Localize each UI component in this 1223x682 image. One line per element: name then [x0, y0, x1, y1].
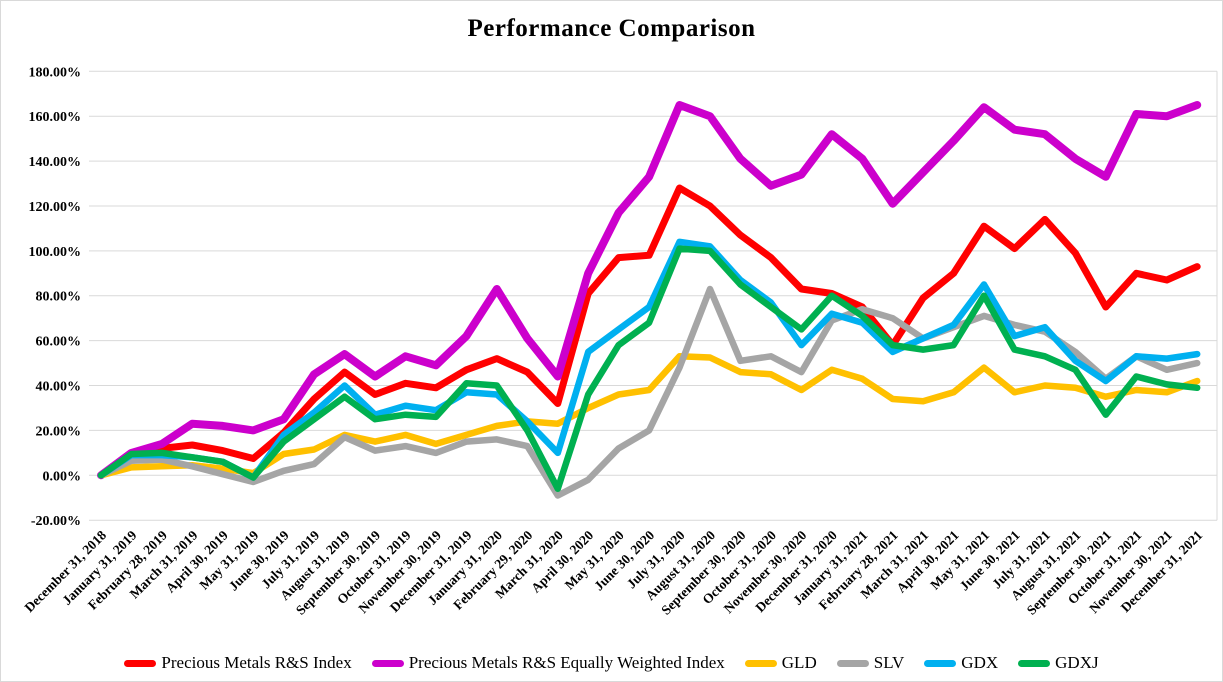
series-line-precious-metals-r-s-equally-weighted-index	[97, 101, 1202, 480]
series-line-gdx	[97, 238, 1201, 481]
legend-label: GDX	[961, 653, 999, 672]
legend-swatch	[1018, 659, 1051, 667]
legend-label: GLD	[781, 653, 817, 672]
y-axis-tick-label: 40.00%	[36, 380, 82, 395]
legend-label: Precious Metals R&S Index	[161, 653, 352, 672]
legend-swatch	[924, 659, 957, 667]
legend-item-gld: GLD	[744, 653, 817, 673]
legend-swatch	[744, 659, 777, 667]
y-axis-tick-label: 100.00%	[29, 245, 82, 260]
y-axis-tick-label: 60.00%	[36, 335, 82, 350]
legend-label: GDXJ	[1055, 653, 1099, 672]
legend-swatch	[371, 659, 404, 667]
y-axis-tick-label: 20.00%	[36, 424, 82, 439]
chart-title: Performance Comparison	[467, 15, 756, 42]
y-axis-tick-label: 140.00%	[29, 155, 82, 170]
legend-item-gdx: GDX	[924, 653, 998, 673]
legend-label: Precious Metals R&S Equally Weighted Ind…	[408, 653, 725, 672]
y-axis-tick-label: 0.00%	[43, 469, 82, 484]
series-line-slv	[97, 285, 1201, 499]
legend-item-gdxj: GDXJ	[1018, 653, 1099, 673]
y-axis-tick-label: 160.00%	[29, 110, 82, 125]
legend-item-precious-metals-r-s-equally-weighted-index: Precious Metals R&S Equally Weighted Ind…	[371, 653, 725, 673]
legend-swatch	[836, 659, 869, 667]
series-line-gdxj	[97, 245, 1201, 493]
y-axis-tick-label: 180.00%	[29, 65, 82, 80]
legend-swatch	[124, 659, 157, 667]
series-line-gld	[97, 353, 1201, 479]
y-axis-tick-label: 120.00%	[29, 200, 82, 215]
legend-item-precious-metals-r-s-index: Precious Metals R&S Index	[124, 653, 352, 673]
legend-item-slv: SLV	[836, 653, 905, 673]
chart-legend: Precious Metals R&S Index Precious Metals…	[1, 653, 1222, 673]
y-axis-tick-label: 80.00%	[36, 290, 82, 305]
legend-label: SLV	[873, 653, 905, 672]
y-axis-tick-label: -20.00%	[31, 514, 81, 529]
